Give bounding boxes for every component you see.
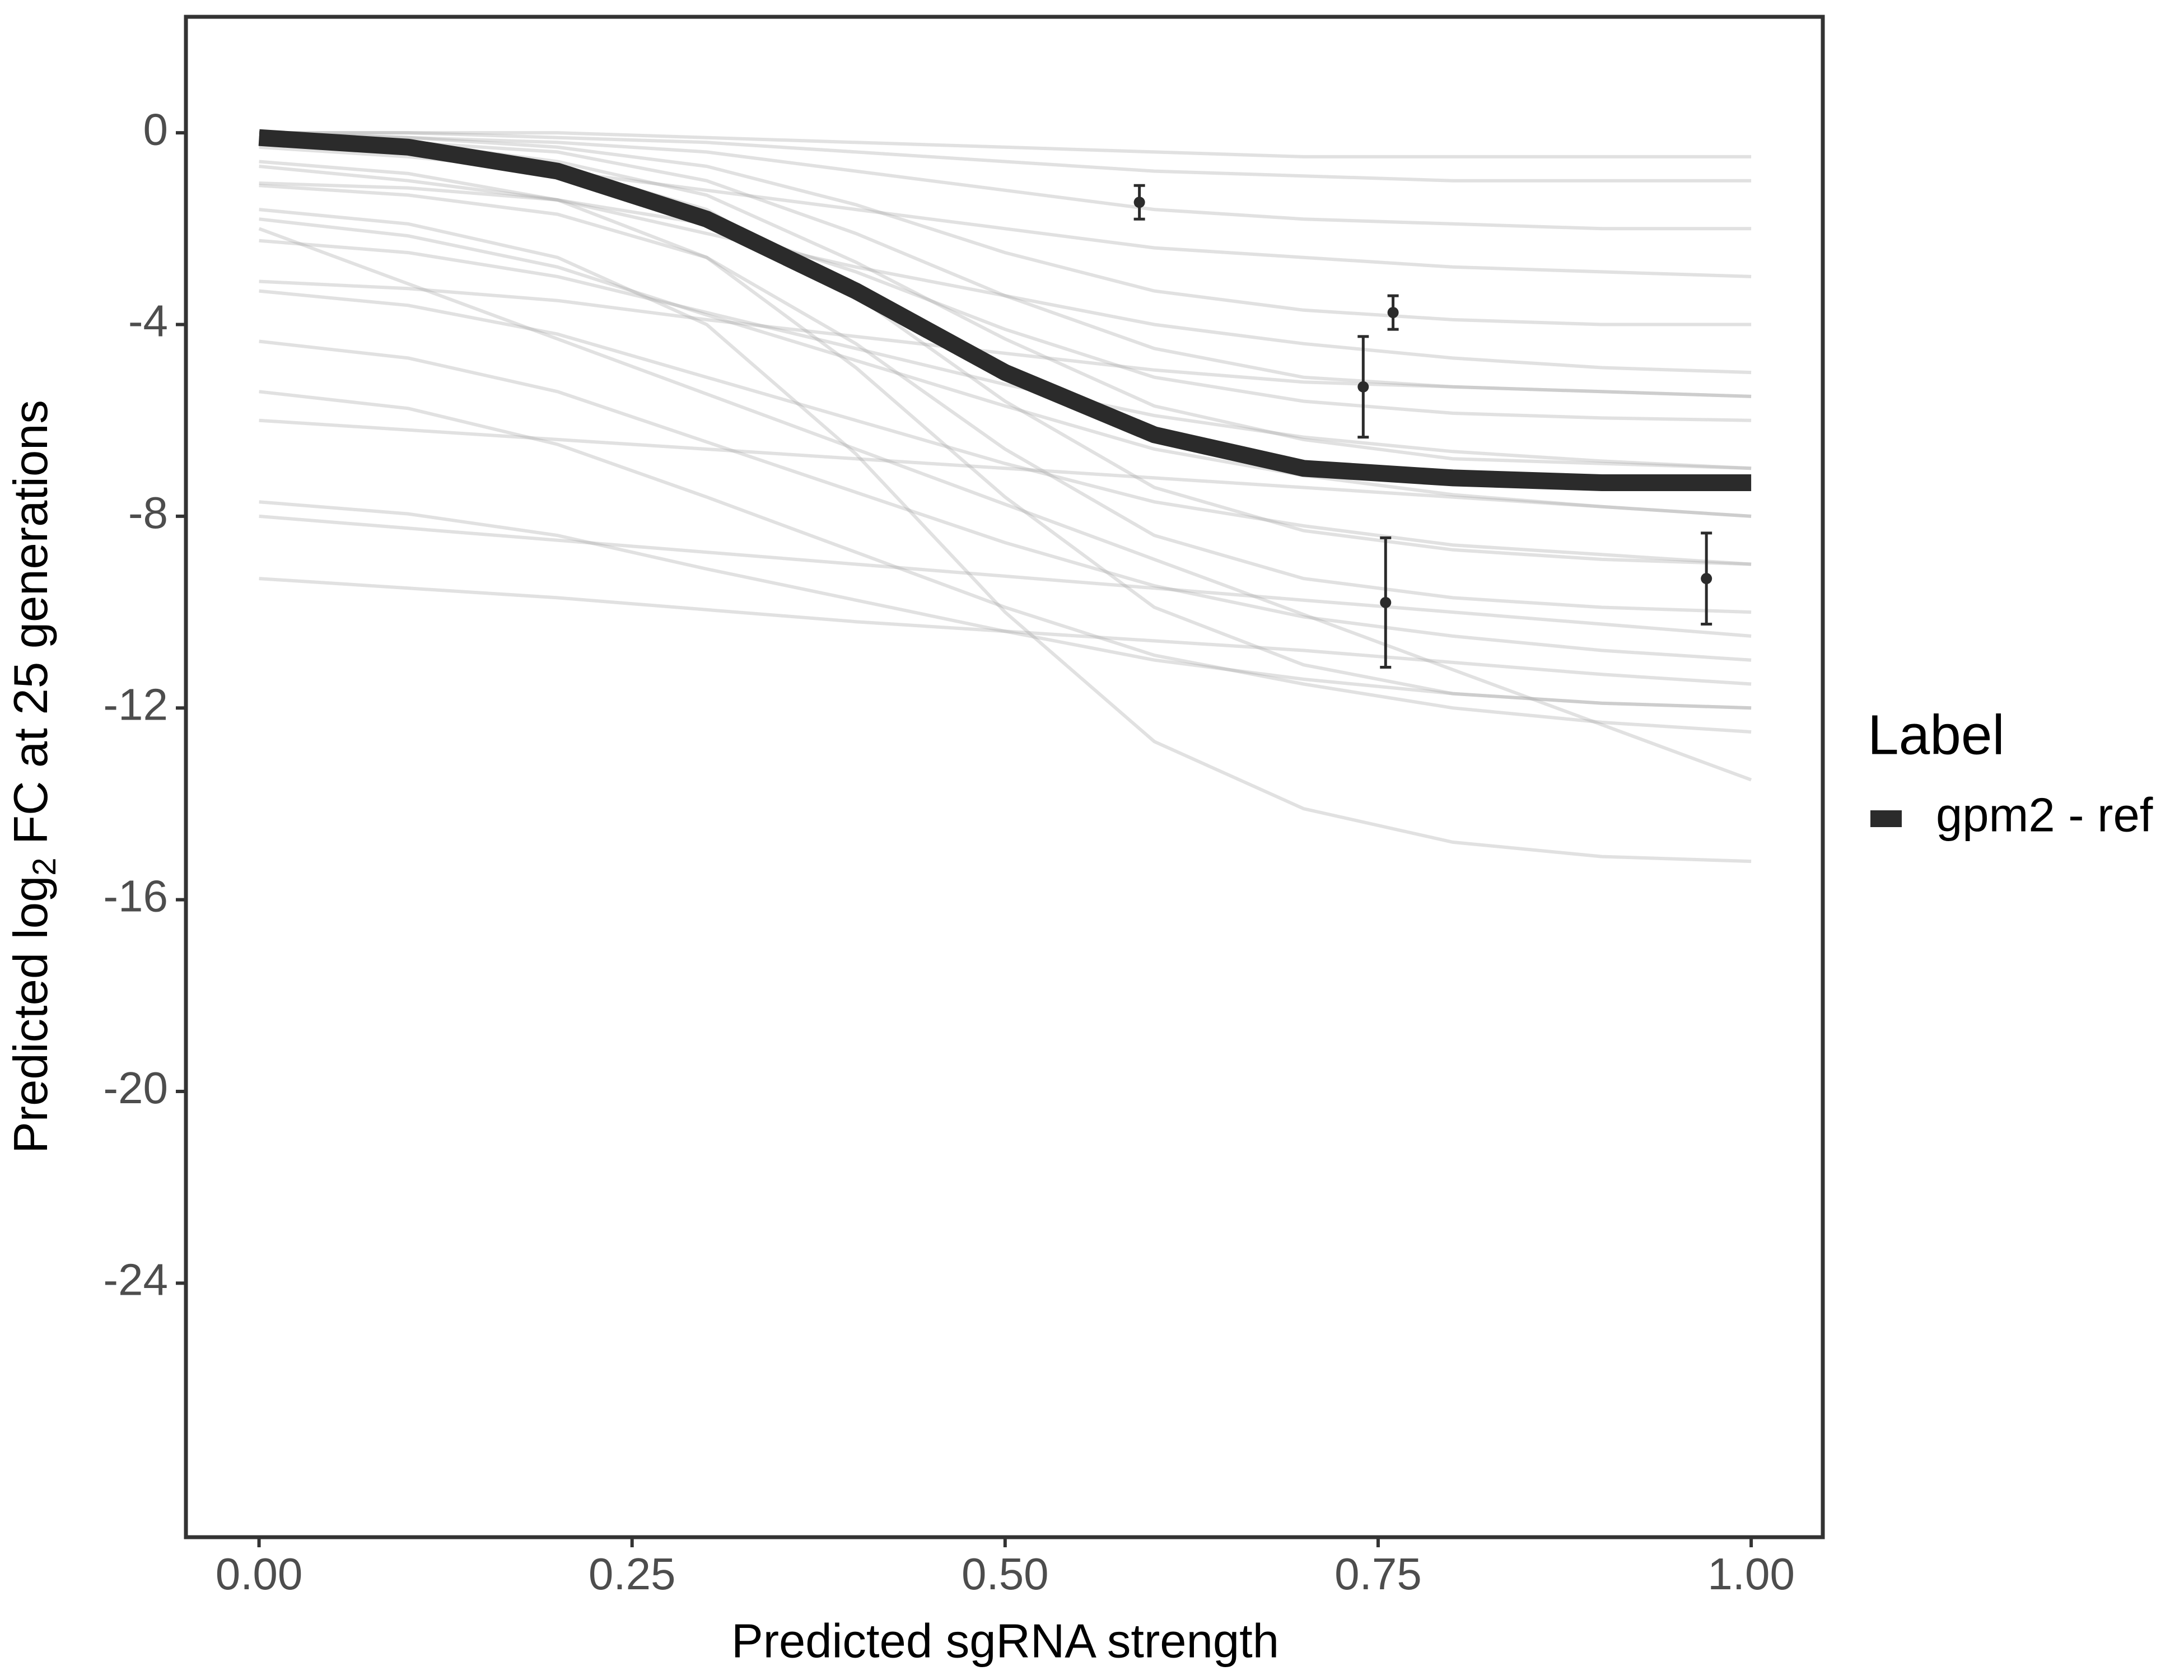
x-tick-label: 0.75 — [1334, 1549, 1422, 1599]
point — [1380, 596, 1392, 608]
point — [1357, 381, 1369, 393]
posterior-draw — [259, 217, 1752, 518]
posterior-draw — [259, 514, 1752, 638]
y-tick-label: -20 — [103, 1063, 168, 1113]
y-tick-label: -16 — [103, 871, 168, 921]
x-axis-title: Predicted sgRNA strength — [731, 1614, 1279, 1668]
posterior-draw — [259, 500, 1752, 710]
posterior-draw — [259, 339, 1752, 662]
posterior-draw — [259, 289, 1752, 566]
point — [1133, 197, 1145, 208]
x-tick-label: 0.00 — [216, 1549, 303, 1599]
posterior-draw — [259, 208, 1752, 864]
posterior-draw — [259, 577, 1752, 686]
posterior-draw — [259, 239, 1752, 470]
x-tick-label: 0.25 — [589, 1549, 676, 1599]
legend-title: Label — [1868, 703, 2005, 766]
y-axis-title-part: FC at 25 generations — [4, 400, 58, 857]
y-axis-title: Predicted log2 FC at 25 generations — [4, 400, 63, 1154]
posterior-draw — [259, 131, 1752, 326]
y-tick-label: -24 — [103, 1254, 168, 1304]
posterior-draw — [259, 131, 1752, 231]
posterior-draw — [259, 184, 1752, 614]
posterior-draw — [259, 418, 1752, 518]
x-tick-label: 0.50 — [962, 1549, 1049, 1599]
posterior-draw — [258, 227, 1752, 782]
posterior-draw — [259, 160, 1752, 710]
y-axis-title-subscript: 2 — [26, 858, 63, 876]
posterior-draw — [259, 131, 1752, 158]
legend-key — [1870, 810, 1902, 827]
point — [1387, 307, 1399, 319]
y-tick-label: -4 — [128, 296, 168, 346]
posterior-draw — [259, 131, 1752, 183]
posterior-draw — [259, 390, 1752, 734]
posterior-draw — [259, 165, 1752, 375]
posterior-draw — [259, 279, 1752, 398]
panel-border — [184, 15, 1825, 1539]
plot-area — [258, 129, 1752, 864]
y-tick-label: -8 — [128, 488, 168, 538]
y-tick-label: -12 — [103, 679, 168, 729]
point — [1701, 573, 1712, 585]
y-axis-title-part: Predicted log — [4, 876, 58, 1154]
series-line — [258, 129, 1752, 491]
y-tick-label: 0 — [143, 104, 169, 154]
x-tick-label: 1.00 — [1707, 1549, 1795, 1599]
posterior-draw — [259, 136, 1752, 398]
legend-label: gpm2 - ref — [1936, 788, 2153, 842]
posterior-draw — [259, 181, 1752, 422]
